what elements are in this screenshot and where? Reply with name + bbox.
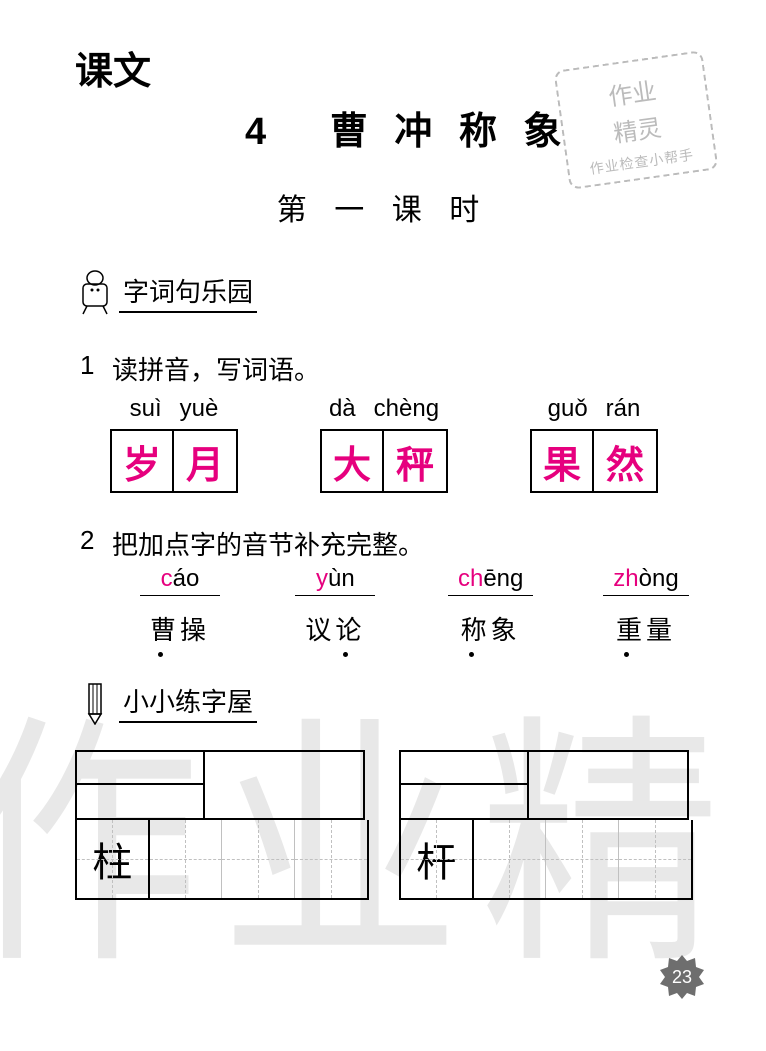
grid-cell — [205, 750, 365, 820]
fill-word: 重量 — [616, 610, 676, 647]
q1-word-row: suì yuè 岁 月 dà chèng 大 秤 guǒ rán 果 然 — [110, 395, 706, 493]
answer-char: 果 — [530, 429, 594, 493]
section-heading-1: 字词句乐园 — [75, 270, 257, 313]
grid-cell — [399, 750, 529, 785]
pinyin-rest: òng — [639, 565, 679, 592]
page-number-badge: 23 — [658, 953, 706, 1001]
word-block: suì yuè 岁 月 — [110, 395, 238, 493]
fill-block: zhòng 重量 — [586, 565, 706, 647]
pinyin: guǒ — [548, 395, 588, 423]
tian-cell — [222, 820, 295, 898]
q2-fill-row: cáo 曹操 yùn 议论 chēng 称象 zhòng 重量 — [120, 565, 706, 647]
grid-cell — [75, 785, 205, 820]
chapter-number: 4 — [245, 111, 274, 153]
q2-number: 2 — [80, 525, 94, 556]
word-block: dà chèng 大 秤 — [320, 395, 448, 493]
fill-word: 称象 — [461, 610, 521, 647]
answer-char: 大 — [320, 429, 384, 493]
pinyin: chèng — [374, 395, 439, 423]
answer-char: 岁 — [110, 429, 174, 493]
fill-block: chēng 称象 — [431, 565, 551, 647]
tian-cell — [295, 820, 368, 898]
fill-block: cáo 曹操 — [120, 565, 240, 647]
pinyin-prefix: ch — [458, 565, 483, 592]
pinyin-prefix: zh — [613, 565, 638, 592]
section-title: 课文 — [75, 40, 151, 95]
section-heading-2: 小小练字屋 — [75, 680, 257, 723]
q2-text: 把加点字的音节补充完整。 — [112, 525, 424, 562]
pencil-girl-icon — [75, 270, 115, 315]
pinyin-prefix: c — [161, 565, 173, 592]
tian-cell — [546, 820, 619, 898]
tian-cell-char: 杆 — [401, 820, 474, 898]
answer-char: 月 — [174, 429, 238, 493]
pinyin: dà — [329, 395, 356, 423]
grid-cell — [399, 785, 529, 820]
tian-cell — [150, 820, 223, 898]
grid-cell — [529, 750, 689, 820]
section-heading-2-text: 小小练字屋 — [119, 682, 257, 723]
answer-char: 秤 — [384, 429, 448, 493]
word-block: guǒ rán 果 然 — [530, 395, 658, 493]
section-heading-1-text: 字词句乐园 — [119, 272, 257, 313]
grid-cell — [75, 750, 205, 785]
answer-char: 然 — [594, 429, 658, 493]
chapter-name: 曹 冲 称 象 — [330, 111, 570, 153]
tian-cell — [474, 820, 547, 898]
practice-unit: 柱 — [75, 750, 369, 900]
chapter-title: 4 曹 冲 称 象 — [245, 100, 570, 155]
q1-text: 读拼音，写词语。 — [112, 350, 320, 387]
fill-word: 议论 — [305, 610, 365, 647]
practice-row: 柱 杆 — [75, 750, 693, 900]
pencil-icon — [75, 680, 115, 725]
page-number: 23 — [658, 953, 706, 1001]
q1-number: 1 — [80, 350, 94, 381]
tian-cell — [619, 820, 692, 898]
practice-unit: 杆 — [399, 750, 693, 900]
fill-word: 曹操 — [150, 610, 210, 647]
pinyin: suì — [130, 395, 162, 423]
pinyin-rest: ēng — [483, 565, 523, 592]
pinyin: yuè — [180, 395, 219, 423]
pinyin-rest: áo — [173, 565, 200, 592]
fill-block: yùn 议论 — [275, 565, 395, 647]
pinyin-rest: ùn — [328, 565, 355, 592]
pinyin-prefix: y — [316, 565, 328, 592]
tian-cell-char: 柱 — [77, 820, 150, 898]
stamp-badge: 作业 精灵 作业检查小帮手 — [553, 50, 718, 190]
pinyin: rán — [606, 395, 641, 423]
lesson-subtitle: 第 一 课 时 — [0, 185, 766, 229]
